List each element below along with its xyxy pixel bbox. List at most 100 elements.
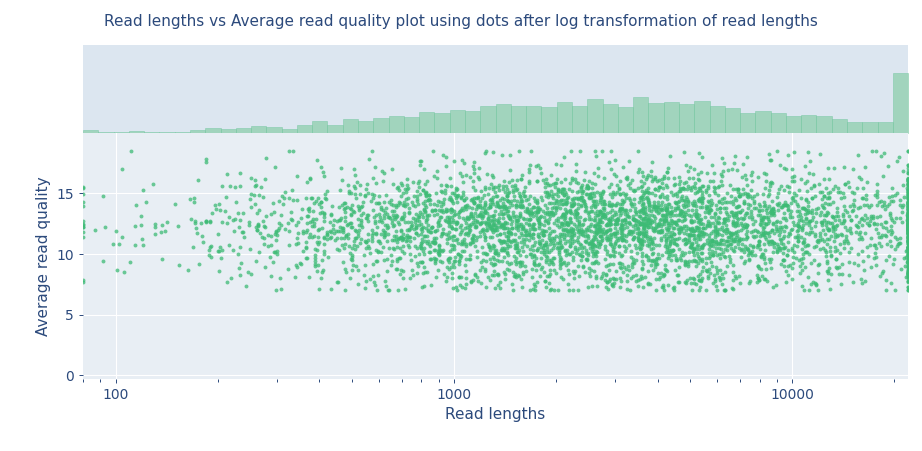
Point [654,222,668,230]
Point [447,207,462,214]
Point [899,184,914,191]
Point [819,184,833,191]
Point [727,194,742,202]
Point [812,230,827,237]
Point [313,198,328,205]
Point [462,221,477,229]
Point [316,251,331,258]
Point [654,205,668,212]
Point [901,234,916,241]
Point [644,258,659,265]
Point [643,219,657,226]
Point [529,254,544,261]
Point [780,206,795,213]
Point [499,204,514,212]
Point [584,267,598,274]
Point [636,221,651,228]
Point [560,220,574,227]
Point [610,182,625,189]
Point [850,262,865,269]
Point [656,216,671,224]
Point [584,227,598,234]
Point [552,239,567,247]
Point [752,207,767,215]
Point [539,240,554,248]
Point [726,212,740,219]
Point [696,221,711,228]
Point [654,269,668,276]
Point [697,213,712,220]
Point [379,210,394,217]
Point [717,268,732,276]
Point [901,243,916,250]
Point [384,236,399,244]
Point [466,178,480,185]
Point [145,181,160,188]
Point [690,210,704,217]
Point [527,283,542,290]
Point [672,207,687,214]
Point [478,207,492,214]
Point [445,213,460,221]
Point [580,184,595,191]
Point [446,233,461,240]
Point [112,240,126,247]
Point [371,247,385,254]
Point [899,216,914,223]
Point [540,243,555,250]
Point [715,236,730,243]
Point [534,170,549,177]
Point [514,202,529,210]
Point [316,173,331,180]
Point [628,244,643,252]
Point [826,213,841,221]
Point [122,258,136,266]
Point [652,184,667,191]
Point [816,244,831,251]
Point [413,242,428,249]
Point [901,270,916,277]
Point [358,191,372,198]
Point [603,180,618,188]
Point [561,231,576,239]
Point [876,198,891,206]
Point [345,251,360,258]
Point [241,268,255,276]
Point [491,214,506,221]
Point [572,272,586,279]
Point [708,211,723,218]
Point [755,231,770,238]
Point [523,226,538,233]
Point [435,189,450,196]
Point [155,221,170,228]
Point [425,206,440,213]
Point [569,188,584,195]
Point [584,203,598,210]
Point [901,189,916,196]
Point [514,276,528,283]
Point [901,226,916,234]
Point [497,246,512,253]
Point [408,230,423,237]
Point [329,227,344,235]
Point [633,215,648,222]
Point [625,255,640,262]
Point [790,222,805,229]
Point [433,258,448,265]
Point [647,186,662,193]
Point [770,201,785,208]
Point [621,229,636,236]
Point [615,190,630,197]
Point [592,198,607,206]
Point [659,234,674,241]
Point [854,216,869,223]
Point [832,263,846,271]
Point [473,267,488,274]
Point [557,234,572,241]
Point [739,210,753,217]
Point [550,175,564,182]
Point [521,166,536,173]
Point [817,193,832,200]
Point [701,218,715,225]
Point [526,285,540,293]
